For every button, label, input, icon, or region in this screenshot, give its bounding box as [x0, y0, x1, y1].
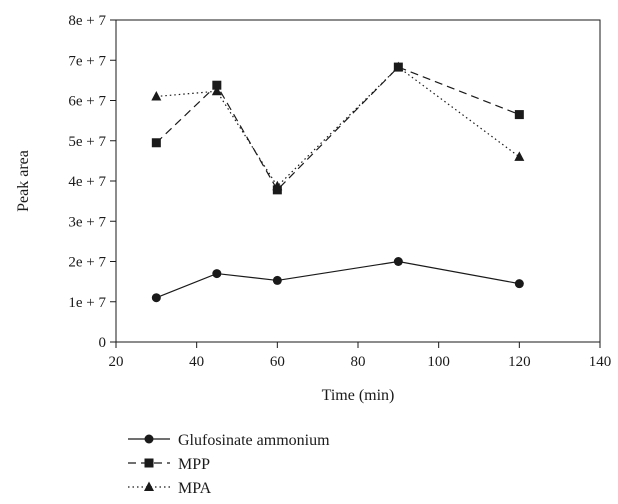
plot-frame: [115, 19, 601, 343]
series-glufosinate-ammonium: [151, 257, 524, 303]
legend-item-mpp: MPP: [128, 456, 210, 473]
legend-label: MPA: [178, 480, 212, 497]
data-point-glufosinate-ammonium: [272, 275, 282, 285]
data-point-mpa: [211, 85, 222, 96]
data-point-glufosinate-ammonium: [151, 293, 161, 303]
x-tick-label: 140: [589, 354, 612, 370]
y-tick-label: 2e + 7: [68, 255, 106, 271]
series-mpa: [151, 61, 525, 191]
data-point-mpa: [393, 61, 404, 72]
y-tick-label: 8e + 7: [68, 13, 106, 29]
series-line-mpa: [156, 66, 520, 188]
series-line-glufosinate-ammonium: [156, 260, 520, 299]
data-point-glufosinate-ammonium: [212, 269, 222, 279]
plot-area: [115, 19, 601, 343]
data-point-mpa: [151, 90, 162, 101]
x-tick-label: 120: [508, 354, 531, 370]
legend-marker: [144, 458, 154, 468]
legend-item-mpa: MPA: [128, 480, 212, 497]
legend-item-glufosinate-ammonium: Glufosinate ammonium: [128, 432, 330, 449]
y-tick-label: 5e + 7: [68, 134, 106, 150]
y-tick-label: 1e + 7: [68, 295, 106, 311]
series-line-mpp: [155, 66, 520, 191]
y-tick-label: 7e + 7: [68, 53, 106, 69]
y-axis-title: Peak area: [15, 150, 32, 212]
legend-label: Glufosinate ammonium: [178, 432, 330, 449]
x-tick-label: 20: [109, 354, 124, 370]
y-tick-label: 0: [99, 335, 107, 351]
legend-label: MPP: [178, 456, 210, 473]
series-layer: [151, 61, 525, 303]
x-axis-ticks: 20 40 60 80 100 120 140: [109, 342, 612, 370]
data-point-glufosinate-ammonium: [393, 257, 403, 266]
y-tick-label: 4e + 7: [68, 174, 106, 190]
x-tick-label: 100: [427, 354, 450, 370]
y-axis-ticks: 0 1e + 7 2e + 7 3e + 7 4e + 7 5e + 7 6e + 7 7e …: [68, 13, 116, 351]
x-tick-label: 40: [189, 354, 204, 370]
x-tick-label: 80: [351, 354, 366, 370]
data-point-glufosinate-ammonium: [514, 279, 524, 289]
series-mpp: [151, 62, 524, 195]
legend-marker: [144, 434, 154, 444]
data-point-mpp: [212, 80, 222, 90]
y-tick-label: 6e + 7: [68, 94, 106, 110]
legend-marker: [144, 481, 154, 491]
data-point-mpa: [272, 180, 283, 191]
data-point-mpp: [514, 110, 524, 120]
y-tick-label: 3e + 7: [68, 214, 106, 230]
data-point-mpa: [514, 151, 525, 161]
data-point-mpp: [151, 138, 161, 148]
x-axis-title: Time (min): [322, 387, 395, 404]
legend: Glufosinate ammonium MPP MPA: [128, 432, 330, 497]
x-tick-label: 60: [270, 354, 285, 370]
